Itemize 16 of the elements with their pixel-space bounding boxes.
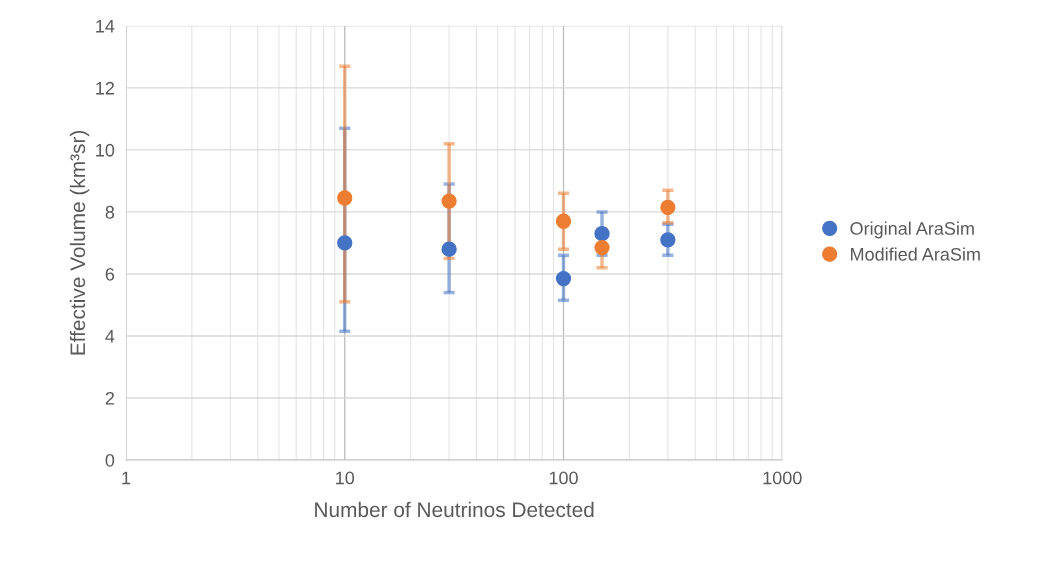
x-tick-label: 100: [549, 471, 578, 485]
y-tick-label: 10: [96, 143, 115, 157]
legend-label: Modified AraSim: [851, 247, 980, 261]
x-tick-label: 1: [122, 471, 131, 485]
y-tick-label: 4: [105, 330, 115, 343]
y-tick-label: 14: [96, 20, 115, 33]
y-tick-label: 8: [105, 205, 115, 219]
x-tick-label: 1000: [763, 471, 802, 485]
y-tick-label: 2: [105, 391, 114, 405]
y-tick-label: 0: [105, 453, 115, 467]
y-tick-label: 12: [96, 81, 114, 95]
y-tick-label: 6: [105, 267, 115, 281]
x-axis-title: Number of Neutrinos Detected: [315, 501, 594, 518]
x-tick-label: 10: [336, 471, 355, 485]
y-axis-title: Effective Volume (km³sr): [69, 130, 90, 355]
legend-label: Original AraSim: [850, 221, 974, 239]
